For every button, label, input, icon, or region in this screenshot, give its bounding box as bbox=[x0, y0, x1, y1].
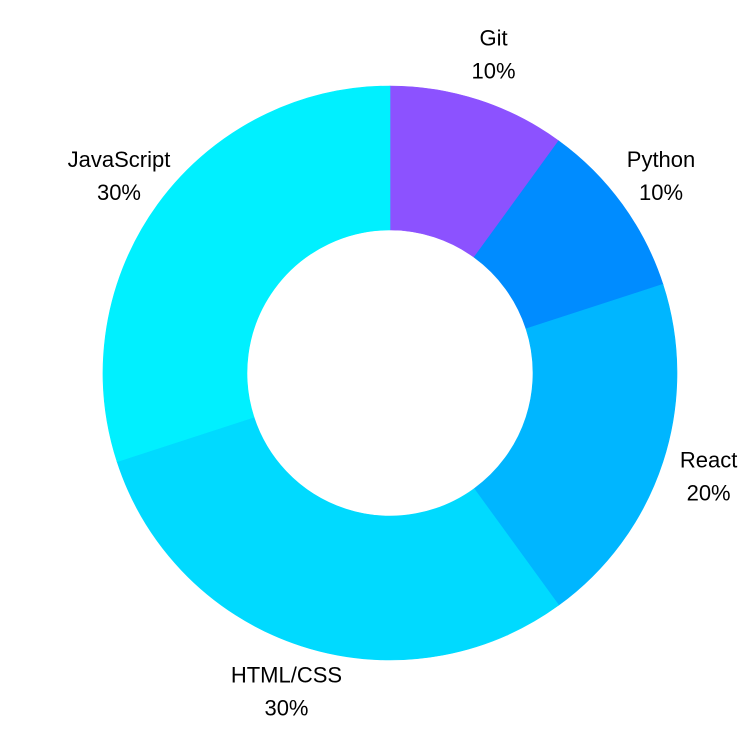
slice-label-git: Git 10% bbox=[471, 25, 515, 83]
chart-labels: Git10%Python10%React20%HTML/CSS30%JavaSc… bbox=[68, 25, 738, 720]
slice-percent-label: 30% bbox=[97, 180, 141, 205]
slice-label-javascript: JavaScript 30% bbox=[68, 147, 171, 205]
slice-label-python: Python 10% bbox=[627, 147, 696, 205]
slice-percent-label: 10% bbox=[639, 180, 683, 205]
slice-label-html-css: HTML/CSS 30% bbox=[231, 663, 342, 721]
slice-label-react: React 20% bbox=[680, 448, 737, 506]
slice-category-label: Python bbox=[627, 147, 696, 172]
slice-html-css bbox=[116, 416, 560, 661]
slice-react bbox=[473, 283, 678, 606]
chart-slices bbox=[102, 85, 678, 661]
slice-category-label: Git bbox=[479, 25, 507, 50]
slice-category-label: HTML/CSS bbox=[231, 663, 342, 688]
slice-percent-label: 30% bbox=[264, 696, 308, 721]
slice-percent-label: 20% bbox=[687, 481, 731, 506]
slice-category-label: JavaScript bbox=[68, 147, 171, 172]
slice-category-label: React bbox=[680, 448, 737, 473]
slice-javascript bbox=[102, 85, 391, 463]
slice-percent-label: 10% bbox=[471, 58, 515, 83]
